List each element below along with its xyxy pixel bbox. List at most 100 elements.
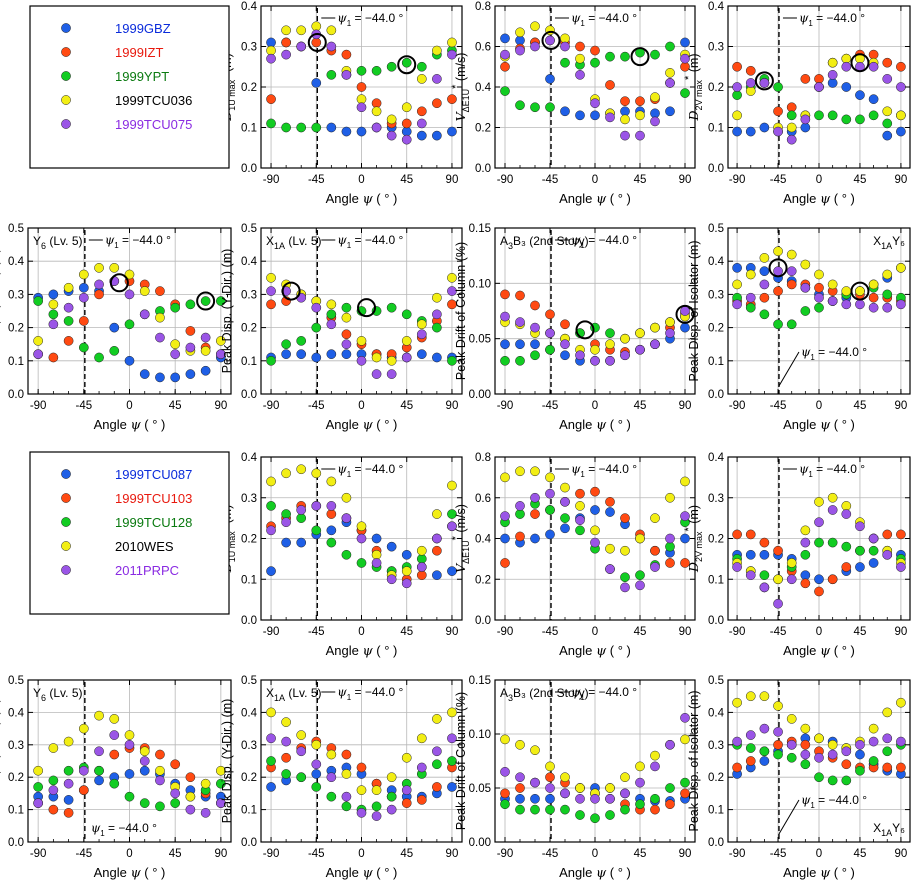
panel-title: X1AY₆ [873,234,905,251]
data-point-green [814,538,823,547]
data-point-purple [828,505,837,514]
data-point-purple [500,767,509,776]
data-point-red [64,336,73,345]
data-point-yellow [387,115,396,124]
data-point-purple [545,329,554,338]
chart-r4c1: -90 -45 0 45 900.00.10.20.30.40.5Angle ψ ( °… [0,675,231,881]
data-point-green [500,86,509,95]
data-point-yellow [266,477,275,486]
data-point-purple [432,74,441,83]
data-point-green [828,111,837,120]
data-point-red [432,546,441,555]
data-point-blue [855,750,864,759]
data-point-red [500,558,509,567]
data-point-yellow [773,701,782,710]
data-point-yellow [372,786,381,795]
data-point-red [896,62,905,71]
x-tick-label: 45 [634,626,647,638]
data-point-purple [342,70,351,79]
x-tick-label: -45 [308,626,325,638]
data-point-red [186,326,195,335]
x-axis-label: Angle ψ ( ° ) [326,643,398,659]
y-tick-label: 0.0 [708,837,724,849]
data-point-yellow [282,26,291,35]
data-point-yellow [650,514,659,523]
data-point-red [773,286,782,295]
data-point-blue [605,507,614,516]
data-point-purple [869,737,878,746]
x-tick-label: -90 [497,400,514,412]
data-point-green [417,62,426,71]
data-point-blue [282,350,291,359]
data-point-green [814,111,823,120]
y-tick-label: 0.1 [241,805,257,817]
data-point-blue [545,794,554,803]
data-point-red [282,753,291,762]
data-point-green [94,353,103,362]
data-point-purple [186,805,195,814]
data-point-blue [545,74,554,83]
data-point-green [869,756,878,765]
data-point-red [530,301,539,310]
x-axis-label: Angle ψ ( ° ) [326,865,398,881]
data-point-purple [828,70,837,79]
data-point-green [372,66,381,75]
data-point-blue [530,534,539,543]
data-point-blue [266,38,275,47]
data-point-purple [665,740,674,749]
data-point-blue [64,795,73,804]
data-point-purple [500,312,509,321]
data-point-yellow [828,280,837,289]
chart-r3c2: -90-45045900.00.10.20.30.4Angle ψ ( ° )D… [216,452,462,659]
y-tick-label: 0.2 [708,323,724,335]
data-point-green [760,571,769,580]
data-point-red [575,42,584,51]
data-point-red [372,99,381,108]
data-point-green [34,782,43,791]
legend-label: 1999YPT [115,69,169,84]
data-point-blue [266,567,275,576]
data-point-yellow [828,58,837,67]
x-tick-label: 0 [816,174,822,186]
y-tick-label: 0.8 [475,452,491,464]
data-point-yellow [787,714,796,723]
data-point-yellow [620,773,629,782]
x-axis-label: Angle ψ ( ° ) [783,643,855,659]
data-point-purple [560,340,569,349]
data-point-red [828,575,837,584]
legend-swatch-green [61,71,70,80]
data-point-green [327,310,336,319]
data-point-green [125,320,134,329]
data-point-blue [432,571,441,580]
x-axis-label: Angle ψ ( ° ) [559,191,631,207]
data-point-yellow [266,46,275,55]
x-tick-label: -90 [30,400,47,412]
y-tick-label: 0.2 [241,772,257,784]
x-tick-label: 90 [895,400,908,412]
data-point-blue [680,38,689,47]
data-point-green [605,329,614,338]
data-point-blue [869,558,878,567]
data-point-purple [620,583,629,592]
data-point-red [896,763,905,772]
data-point-yellow [387,773,396,782]
panel-title: Y6 (Lv. 5) [33,234,82,251]
chart-r2c2: -90 -45 0 45 900.00.10.20.30.40.5Angle ψ ( °… [220,223,462,433]
data-point-purple [530,42,539,51]
data-point-yellow [773,247,782,256]
y-tick-label: 0.2 [241,82,257,94]
y-tick-label: 0.1 [241,574,257,586]
data-point-yellow [530,467,539,476]
data-point-red [155,750,164,759]
x-tick-label: 90 [214,400,227,412]
data-point-green [545,805,554,814]
legend-label: 1999GBZ [115,21,171,36]
data-point-red [814,587,823,596]
data-point-red [560,320,569,329]
data-point-purple [297,747,306,756]
data-point-purple [605,113,614,122]
data-point-green [201,296,210,305]
data-point-purple [575,351,584,360]
y-tick-label: 0.4 [708,256,725,268]
data-point-red [605,80,614,89]
